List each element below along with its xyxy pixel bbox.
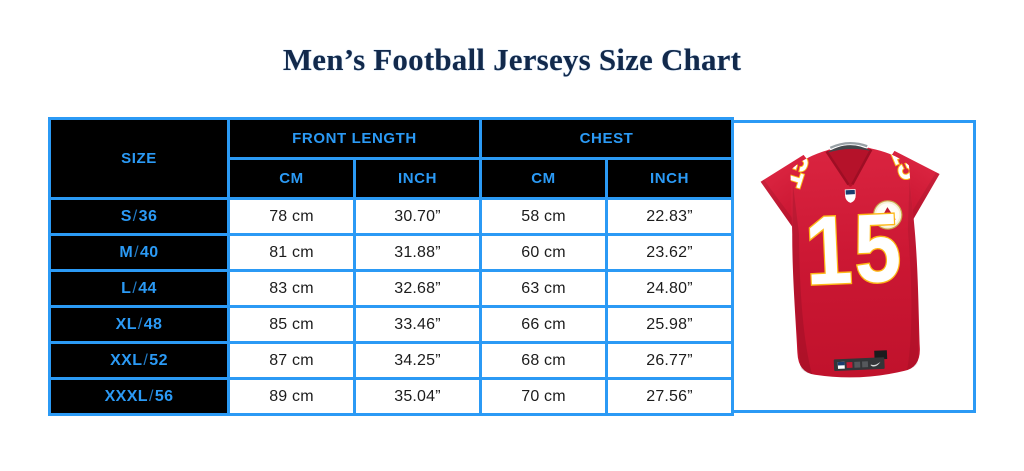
nfl-shield-icon: [844, 188, 856, 203]
chest-inch: 24.80”: [605, 269, 735, 308]
front-length-cm: 83 cm: [227, 269, 356, 308]
jersey-illustration: 15 15: [758, 141, 949, 377]
size-label: XXL/52: [48, 341, 230, 380]
chest-inch: 25.98”: [605, 305, 735, 344]
front-length-inch: 33.46”: [352, 305, 483, 344]
subheader-chest-inch: INCH: [605, 157, 735, 200]
front-length-inch: 32.68”: [352, 269, 483, 308]
chest-cm: 70 cm: [479, 377, 609, 416]
subheader-front-inch: INCH: [352, 157, 483, 200]
front-length-cm: 87 cm: [227, 341, 356, 380]
front-length-cm: 81 cm: [227, 233, 356, 272]
table-row: L/44 83 cm 32.68” 63 cm 24.80”: [48, 269, 735, 308]
chest-cm: 68 cm: [479, 341, 609, 380]
chest-inch: 26.77”: [605, 341, 735, 380]
page-title: Men’s Football Jerseys Size Chart: [282, 42, 742, 77]
team-patch-icon: [872, 199, 902, 230]
front-length-inch: 31.88”: [352, 233, 483, 272]
size-label: L/44: [48, 269, 230, 308]
front-length-cm: 85 cm: [227, 305, 356, 344]
jersey-collar: [825, 141, 872, 187]
chest-cm: 63 cm: [479, 269, 609, 308]
nike-swoosh-icon: [927, 196, 949, 214]
size-label: XXXL/56: [48, 377, 230, 416]
size-label: XL/48: [48, 305, 230, 344]
front-length-cm: 78 cm: [227, 197, 356, 236]
chest-inch: 27.56”: [605, 377, 735, 416]
front-length-inch: 35.04”: [352, 377, 483, 416]
size-chart-area: SIZE FRONT LENGTH CHEST CM INCH CM INCH …: [48, 117, 977, 416]
jersey-group: 15 15: [758, 141, 949, 377]
table-row: M/40 81 cm 31.88” 60 cm 23.62”: [48, 233, 735, 272]
jock-tag: [833, 349, 887, 371]
column-header-size: SIZE: [48, 117, 230, 200]
chest-cm: 60 cm: [479, 233, 609, 272]
jersey-number: 15: [802, 193, 905, 305]
jersey-image: 15 15: [731, 120, 977, 413]
column-header-chest: CHEST: [479, 117, 735, 160]
table-row: S/36 78 cm 30.70” 58 cm 22.83”: [48, 197, 735, 236]
chest-cm: 58 cm: [479, 197, 609, 236]
chest-inch: 22.83”: [605, 197, 735, 236]
table-row: XXXL/56 89 cm 35.04” 70 cm 27.56”: [48, 377, 735, 416]
table-row: XL/48 85 cm 33.46” 66 cm 25.98”: [48, 305, 735, 344]
size-label: S/36: [48, 197, 230, 236]
front-length-inch: 34.25”: [352, 341, 483, 380]
size-label: M/40: [48, 233, 230, 272]
subheader-chest-cm: CM: [479, 157, 609, 200]
column-header-front-length: FRONT LENGTH: [226, 117, 483, 160]
chest-cm: 66 cm: [479, 305, 609, 344]
subheader-front-cm: CM: [227, 157, 356, 200]
chest-inch: 23.62”: [605, 233, 735, 272]
front-length-inch: 30.70”: [352, 197, 483, 236]
size-chart-table: SIZE FRONT LENGTH CHEST CM INCH CM INCH …: [48, 117, 735, 416]
front-length-cm: 89 cm: [227, 377, 356, 416]
table-row: XXL/52 87 cm 34.25” 68 cm 26.77”: [48, 341, 735, 380]
